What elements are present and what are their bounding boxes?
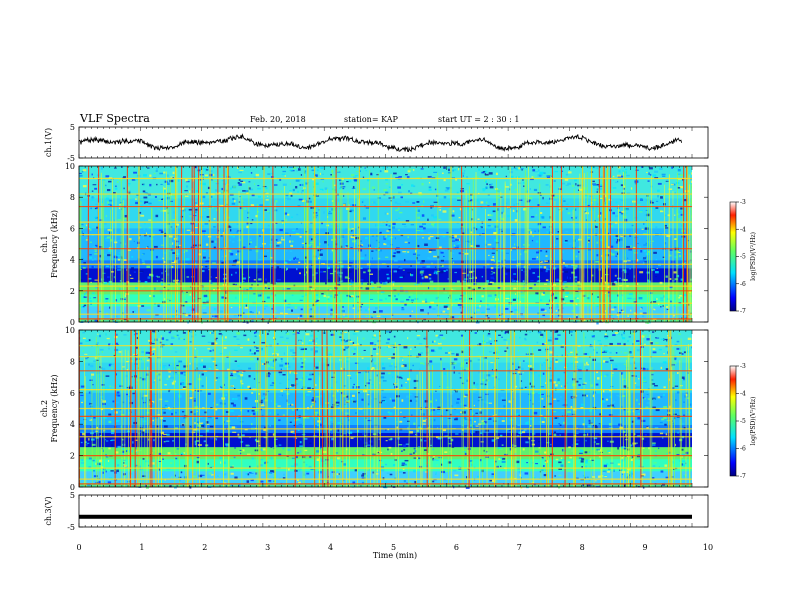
ch1-y-label: ch.1Frequency (kHz) [40,210,59,278]
panel-3-y-axis: 0 2 4 6 8 10 [65,326,708,492]
colorbar-tick-label: -4 [740,391,746,398]
x-tick-label: 10 [703,543,713,552]
x-tick-label: 3 [265,543,270,552]
colorbar-label: log(PSD)(V²/Hz) [750,232,757,281]
colorbar-tick-label: -3 [740,363,746,370]
ch1-trace [78,133,683,153]
x-tick-label: 2 [202,543,207,552]
panel-3-ticks [78,330,693,487]
x-tick-label: 6 [454,543,459,552]
ch1-y-label: ch.1(V) [44,128,53,157]
colorbar-tick-label: -6 [740,281,746,288]
panel-1-ticks [78,127,693,158]
y-tick-label: 0 [70,483,75,492]
y-tick-label: 6 [70,224,75,233]
colorbar-tick-label: -4 [740,226,746,233]
panel-2-y-axis: 0 2 4 6 8 10 [65,162,708,327]
panel-4-frame [78,494,709,528]
recording-date: Feb. 20, 2018 [250,115,306,124]
panel-3-heatmap [78,329,708,490]
y-tick-label: 0 [70,318,75,327]
y-tick-label: 10 [65,162,75,171]
y-tick-label: 5 [70,123,75,132]
y-tick-label: 2 [70,452,75,461]
y-tick-label: 4 [70,256,75,265]
y-tick-label: 4 [70,420,75,429]
panel-2-frame [78,165,709,323]
panel-4-ticks [78,495,693,527]
ch1-y-label-text: ch.1(V) [44,128,53,157]
figure-title: VLF Spectra [79,112,150,125]
ch3-y-label: ch.3(V) [44,496,53,525]
panel-1-y-axis: 5 -5 [67,123,708,163]
y-tick-label: 8 [70,357,75,366]
colorbar-tick-label: -5 [740,254,746,261]
x-axis-label: Time (min) [373,551,417,560]
y-tick-label: 10 [65,326,75,335]
x-tick-label: 9 [643,543,648,552]
y-tick-label: 6 [70,389,75,398]
ch2-y-label-text: ch.2Frequency (kHz) [40,374,59,442]
start-time-label: start UT = 2 : 30 : 1 [438,115,519,124]
y-tick-label: 5 [70,491,75,500]
x-tick-label: 7 [517,543,522,552]
ch3-trace [79,514,692,519]
colorbar-tick-label: -6 [740,446,746,453]
colorbar-label: log(PSD)(V²/Hz) [750,397,757,446]
ch1-y-label-text: ch.1Frequency (kHz) [40,210,59,278]
panel-2-heatmap [79,165,708,325]
panel-3-frame [78,329,709,488]
ch2-y-label: ch.2Frequency (kHz) [40,374,59,442]
colorbar-ch2: -7 -6 -5 -4 -3 log(PSD)(V²/Hz) [729,363,757,480]
x-tick-label: 8 [580,543,585,552]
panel-2-ticks [78,166,693,322]
colorbar-tick-label: -5 [740,418,746,425]
x-tick-label: 1 [139,543,144,552]
panel-1-frame [78,126,709,159]
y-tick-label: 8 [70,193,75,202]
y-tick-label: 2 [70,287,75,296]
x-tick-label: 5 [391,543,396,552]
colorbar-ch1: -7 -6 -5 -4 -3 log(PSD)(V²/Hz) [729,199,757,315]
x-tick-label: 0 [76,543,81,552]
y-tick-label: -5 [67,523,75,532]
ch3-y-label-text: ch.3(V) [44,496,53,525]
panel-4-y-axis: 5 -5 [67,491,708,532]
y-tick-label: -5 [67,154,75,163]
colorbar-tick-label: -7 [740,473,746,480]
x-tick-label: 4 [328,543,333,552]
station-label: station= KAP [344,115,399,124]
colorbar-tick-label: -3 [740,199,746,206]
x-axis: 0 1 2 3 4 5 6 7 8 9 10 Time (min) [76,543,713,560]
colorbar-tick-label: -7 [740,308,746,315]
